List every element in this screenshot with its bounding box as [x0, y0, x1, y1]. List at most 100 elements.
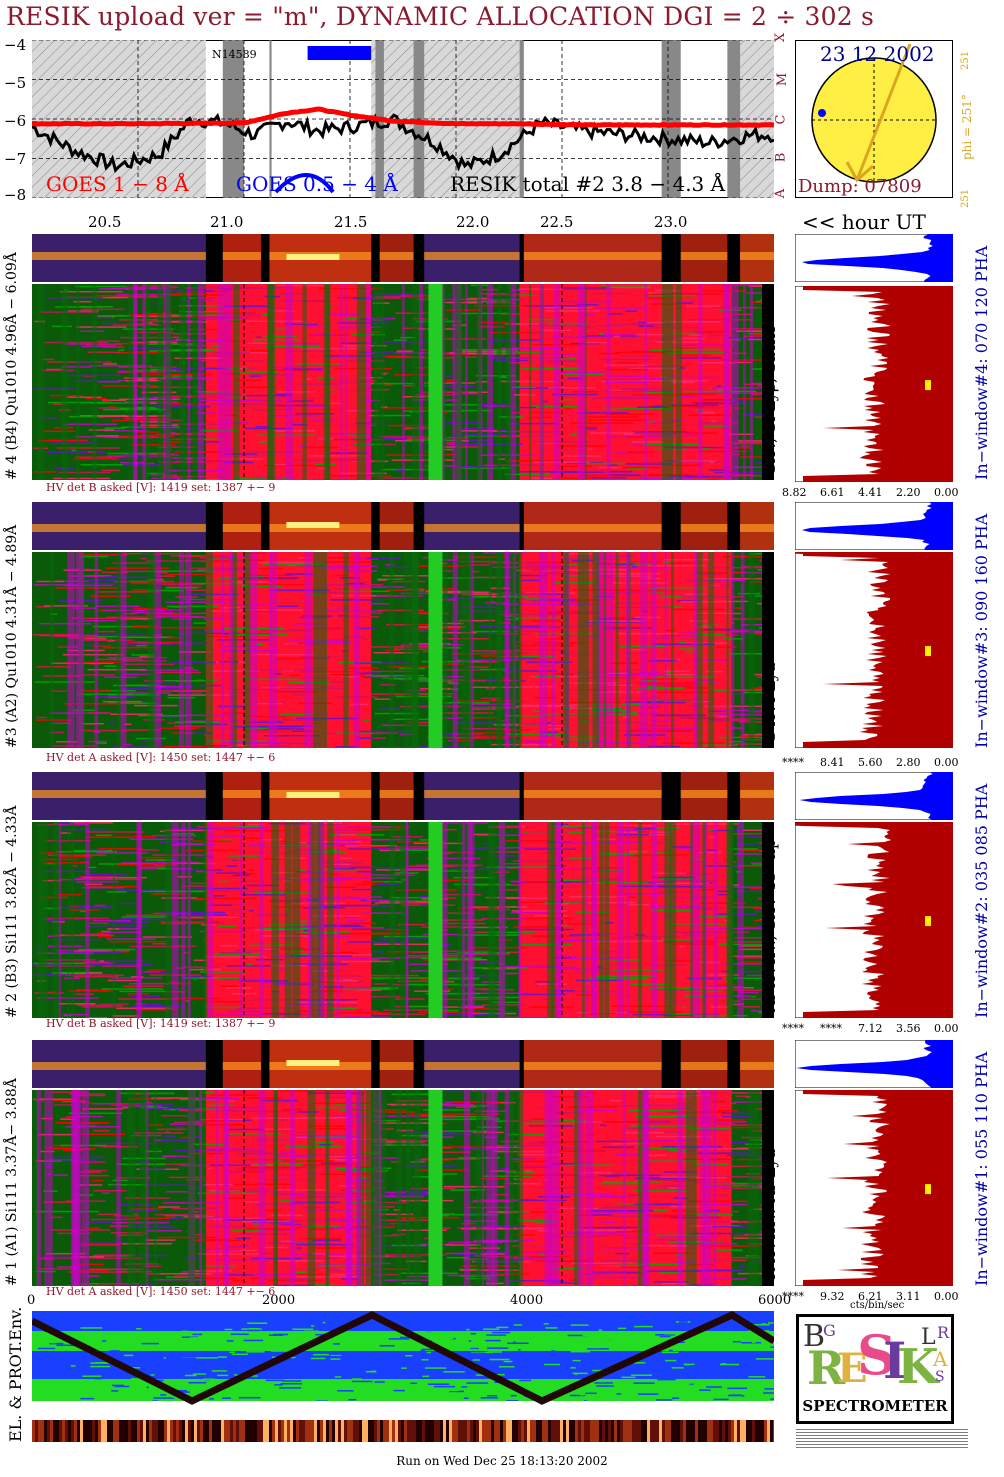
pha-tick-label: 2.20: [896, 486, 921, 499]
spectrum-map: [32, 1090, 774, 1286]
env-bottom-band: [32, 1401, 774, 1409]
pha-histogram-top: [795, 772, 953, 820]
pha-tick-label: 3.56: [896, 1022, 921, 1035]
strip-line: [222, 1062, 261, 1070]
strip-line: [32, 1062, 206, 1070]
channel-window-label: In−window#1: 055 110 PHA: [972, 1051, 991, 1286]
orbit-track: [32, 1311, 774, 1405]
hv-label: HV det B asked [V]: 1419 set: 1387 +− 9: [46, 481, 276, 494]
legend-goes-1-8: GOES 1 − 8 Å: [46, 172, 189, 196]
lightcurve-plot: [32, 40, 774, 198]
pha-tick-label: 0.00: [934, 486, 959, 499]
strip-line: [680, 252, 728, 260]
logo-letter-i: I: [883, 1331, 907, 1390]
series-line-resik: [32, 112, 774, 174]
strip-line: [680, 524, 728, 532]
pha-tick-label: ****: [820, 1022, 842, 1035]
time-tick-label: 22.0: [456, 213, 490, 231]
time-tick-label: 20.5: [88, 213, 122, 231]
series-line-goes-1-8: [32, 106, 774, 128]
strip-line: [424, 790, 520, 798]
pha-histogram-top: [795, 502, 953, 550]
phi-arrow-head: [845, 161, 874, 183]
phi-top-value: 251: [960, 50, 971, 70]
bin-tick-label: 4000: [510, 1293, 544, 1308]
pha-window-marker: [925, 646, 931, 657]
spectrum-map: [32, 284, 774, 480]
pha-tick-label: ****: [782, 1022, 804, 1035]
strip-line: [740, 1062, 774, 1070]
pha-tick-label: 7.12: [858, 1022, 883, 1035]
strip-line: [740, 524, 774, 532]
pha-tick-label: 0.00: [934, 1290, 959, 1303]
pha-tick-label: 0.00: [934, 1022, 959, 1035]
pha-tick-label: ****: [782, 756, 804, 769]
time-tick-label: 21.0: [210, 213, 244, 231]
pha-tick-label: 8.41: [820, 756, 845, 769]
strip-line: [740, 790, 774, 798]
channel-window-label: In−window#2: 035 085 PHA: [972, 783, 991, 1018]
noaa-bar: [307, 46, 372, 60]
pha-top-histogram: [799, 772, 953, 820]
pha-top-histogram: [801, 502, 953, 550]
noaa-region-label: N14589: [212, 48, 257, 61]
strip-peak: [286, 254, 340, 260]
strip-line: [523, 252, 662, 260]
logo-fineprint: [796, 1428, 968, 1450]
sun-panel: [795, 40, 953, 198]
pha-window-marker: [925, 916, 931, 927]
phi-arrow: [855, 43, 912, 181]
pha-tick-label: 6.61: [820, 486, 845, 499]
hv-label: HV det A asked [V]: 1450 set: 1447 +− 6: [46, 751, 276, 764]
pha-tick-label: 2.80: [896, 756, 921, 769]
strip-line: [523, 790, 662, 798]
pha-main-histogram: [795, 822, 953, 1018]
pha-tick-label: 0.00: [934, 756, 959, 769]
flare-class-letter: C: [773, 114, 789, 125]
dump-number: Dump: 07809: [798, 176, 922, 197]
pha-histogram-top: [795, 1040, 953, 1088]
logo-letter-l: L: [921, 1325, 936, 1350]
spectrum-map: [32, 552, 774, 748]
channel-window-label: In−window#4: 070 120 PHA: [972, 245, 991, 480]
run-timestamp: Run on Wed Dec 25 18:13:20 2002: [396, 1454, 608, 1468]
channel-line-label: SXV, Si Lyβ, SiXIII: [760, 326, 779, 474]
flare-class-letter: M: [775, 72, 791, 87]
pha-histogram-top: [795, 234, 953, 282]
logo-letter-b: B: [803, 1319, 826, 1354]
y-tick-label: −8: [4, 186, 27, 204]
channel-left-label: # 2 (B3) Si111 3.82Å − 4.33Å: [4, 805, 20, 1018]
channel-line-label: Ar XVIIw, SXV 1s−np: [760, 838, 779, 1012]
strip-line: [424, 1062, 520, 1070]
strip-line: [32, 790, 206, 798]
channel-window-label: In−window#3: 090 160 PHA: [972, 513, 991, 748]
strip-peak: [286, 1060, 340, 1066]
flare-class-letter: B: [773, 152, 789, 163]
map-edge: [762, 1090, 774, 1286]
bin-tick-label: 6000: [758, 1293, 792, 1308]
strip-line: [222, 252, 261, 260]
channel-left-label: # 4 (B4) Qu1010 4.96Å − 6.09Å: [4, 252, 20, 480]
bin-tick-label: 2000: [262, 1293, 296, 1308]
time-tick-label: 22.5: [540, 213, 574, 231]
series-line-goes-05-4: [274, 173, 335, 194]
spectrum-map: [32, 822, 774, 1018]
strip-line: [379, 252, 414, 260]
strip-peak: [286, 522, 340, 528]
time-tick-label: 23.0: [654, 213, 688, 231]
phi-bottom-value: 251: [960, 188, 971, 208]
strip-line: [523, 1062, 662, 1070]
strip-line: [379, 790, 414, 798]
spectrum-strip: [32, 502, 774, 550]
pha-histogram: [795, 286, 953, 482]
pha-tick-label: 8.82: [782, 486, 807, 499]
hour-ut-label: << hour UT: [802, 210, 926, 234]
hv-label: HV det B asked [V]: 1419 set: 1387 +− 9: [46, 1017, 276, 1030]
flare-class-letter: A: [773, 188, 789, 199]
pha-tick-label: 3.11: [896, 1290, 921, 1303]
logo-letter-ar: R: [937, 1323, 950, 1342]
strip-line: [680, 1062, 728, 1070]
channel-line-label: S XVI Lya: [760, 662, 779, 742]
map-edge: [762, 822, 774, 1018]
sun-disk: [811, 43, 937, 183]
